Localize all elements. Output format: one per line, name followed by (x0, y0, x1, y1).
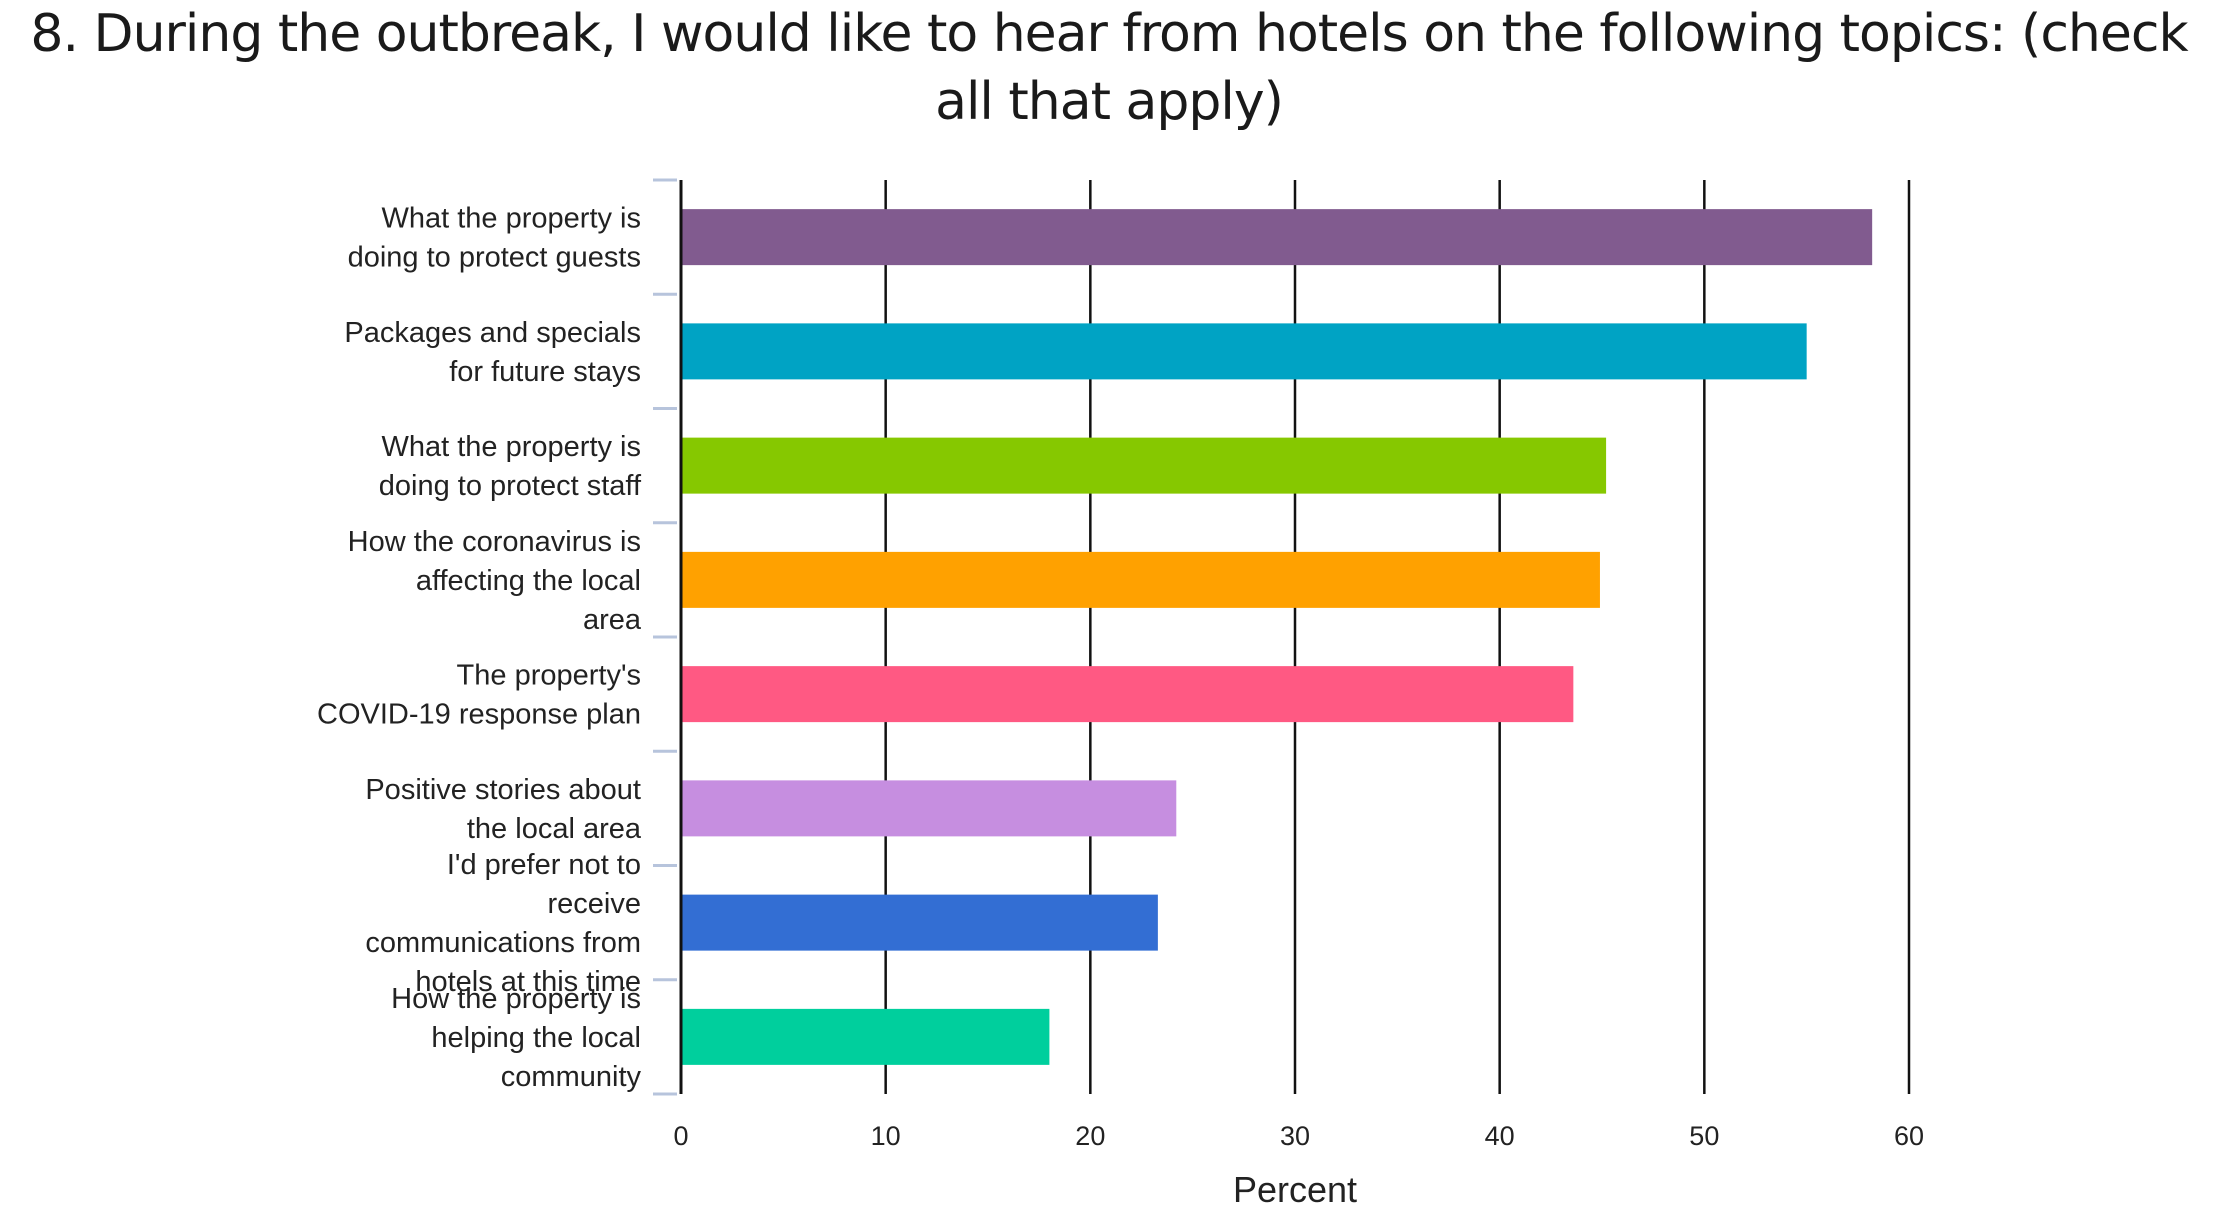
x-tick-label: 50 (1689, 1121, 1719, 1151)
x-tick-label: 30 (1280, 1121, 1310, 1151)
bar-5 (681, 666, 1574, 723)
x-tick-label: 0 (673, 1121, 688, 1151)
bar-7 (681, 894, 1158, 951)
bar-8 (681, 1008, 1050, 1065)
category-label: What the property is doing to protect gue… (348, 203, 641, 274)
x-tick-label: 10 (871, 1121, 901, 1151)
category-label: I'd prefer not to receive communications f… (365, 849, 641, 998)
x-tick-label: 20 (1075, 1121, 1105, 1151)
bar-6 (681, 780, 1177, 837)
category-label: Positive stories about the local area (365, 774, 642, 845)
x-tick-label: 40 (1485, 1121, 1515, 1151)
x-axis-title: Percent (1233, 1169, 1357, 1210)
grid-lines (884, 180, 1911, 1094)
bars (681, 209, 1873, 1065)
bar-3 (681, 437, 1607, 494)
category-label: Packages and specials for future stays (344, 317, 641, 388)
axes (653, 178, 683, 1096)
category-label: What the property is doing to protect sta… (379, 431, 642, 502)
category-labels: What the property is doing to protect gue… (317, 203, 642, 1093)
chart-title: 8. During the outbreak, I would like to … (30, 4, 2188, 132)
x-tick-label: 60 (1894, 1121, 1924, 1151)
bar-4 (681, 551, 1600, 608)
category-label: How the coronavirus is affecting the loca… (348, 526, 642, 636)
bar-2 (681, 323, 1807, 380)
category-label: The property's COVID-19 response plan (317, 660, 641, 731)
bar-1 (681, 209, 1873, 266)
tick-labels: 0 10 20 30 40 50 60 (673, 1121, 1924, 1151)
category-label: How the property is helping the local comm… (391, 983, 641, 1093)
